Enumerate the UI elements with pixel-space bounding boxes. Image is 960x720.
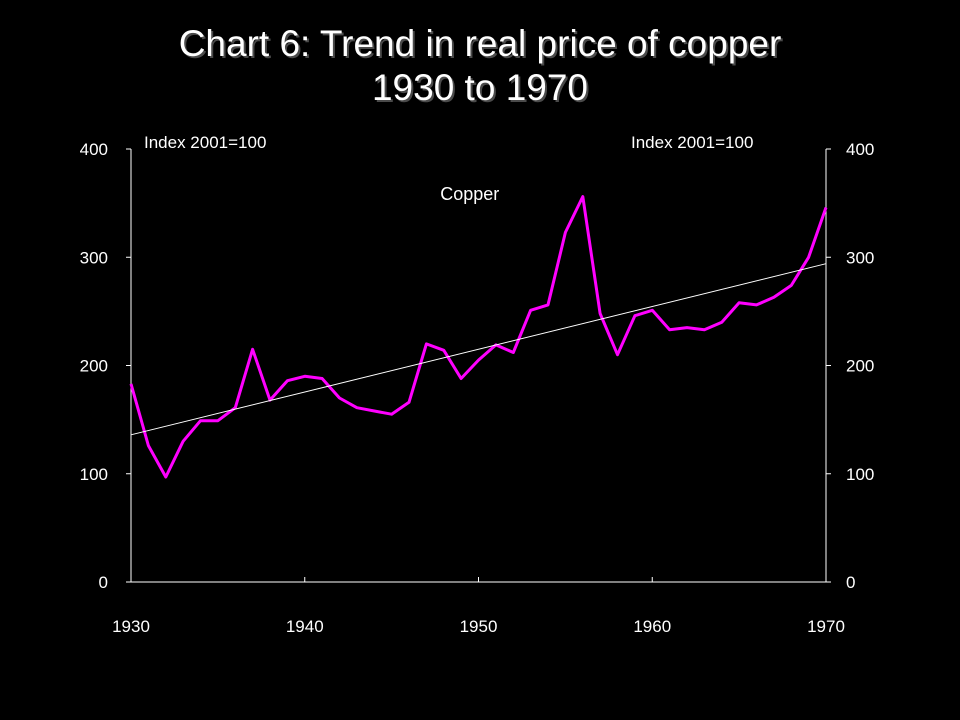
left-y-tick-label: 100	[80, 465, 108, 484]
x-tick-label: 1950	[460, 617, 498, 636]
left-y-tick-label: 400	[80, 140, 108, 159]
trend-line	[130, 263, 827, 436]
right-axis-label: Index 2001=100	[631, 133, 753, 152]
right-y-tick-label: 0	[846, 573, 855, 592]
x-tick-label: 1970	[807, 617, 845, 636]
left-y-tick-label: 200	[80, 357, 108, 376]
left-axis-label: Index 2001=100	[144, 133, 266, 152]
right-y-tick-label: 100	[846, 465, 874, 484]
right-y-tick-label: 400	[846, 140, 874, 159]
chart-title: Chart 6: Trend in real price of copper 1…	[0, 22, 960, 110]
right-y-tick-label: 300	[846, 248, 874, 267]
x-tick-label: 1960	[633, 617, 671, 636]
left-y-tick-label: 300	[80, 248, 108, 267]
chart-title-line-2: 1930 to 1970	[371, 67, 589, 108]
chart-title-line-1: Chart 6: Trend in real price of copper	[178, 23, 782, 64]
right-y-tick-label: 200	[846, 357, 874, 376]
x-tick-label: 1940	[286, 617, 324, 636]
x-tick-label: 1930	[112, 617, 150, 636]
copper-series-line	[129, 195, 828, 479]
left-y-tick-label: 0	[99, 573, 108, 592]
series-annotation: Copper	[440, 184, 499, 204]
